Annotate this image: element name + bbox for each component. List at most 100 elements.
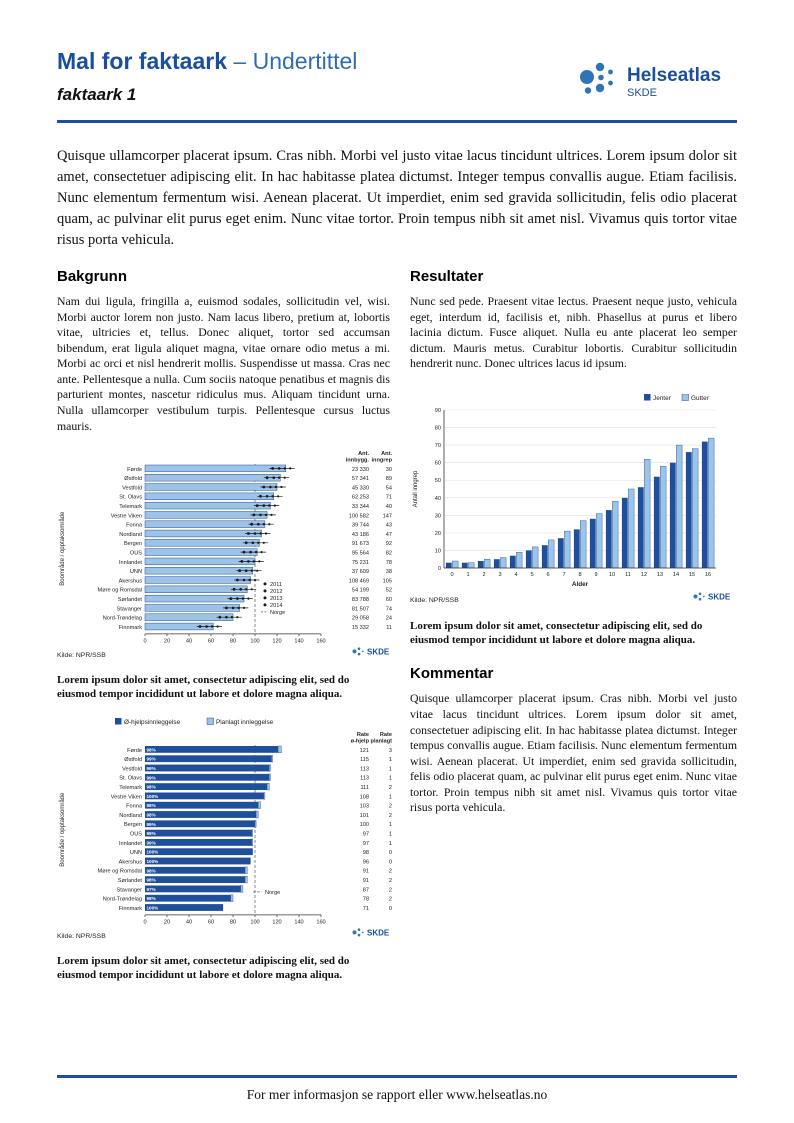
svg-text:Boområde / opptaksområde: Boområde / opptaksområde (59, 511, 66, 586)
svg-text:52: 52 (386, 588, 392, 594)
svg-text:140: 140 (294, 919, 303, 925)
svg-text:Vestre Viken: Vestre Viken (111, 794, 142, 800)
svg-text:Telemark: Telemark (119, 504, 142, 510)
svg-text:40: 40 (186, 638, 192, 644)
svg-text:Akershus: Akershus (119, 859, 143, 865)
helseatlas-dots-icon (580, 62, 613, 94)
svg-text:100: 100 (250, 638, 259, 644)
section-heading-resultater: Resultater (410, 268, 484, 285)
svg-text:13: 13 (657, 572, 663, 578)
chart-row: Sørlandet 98% 91 2 (118, 875, 392, 884)
svg-text:Møre og Romsdal: Møre og Romsdal (98, 588, 142, 594)
svg-text:10: 10 (435, 548, 441, 554)
chart-row: St. Olavs 99% 113 1 (119, 773, 392, 781)
logo-text: Helseatlas SKDE (627, 66, 721, 99)
svg-text:Akershus: Akershus (119, 578, 143, 584)
svg-text:71: 71 (386, 495, 392, 501)
svg-text:Ant.: Ant. (381, 451, 392, 457)
svg-text:100%: 100% (147, 859, 159, 864)
svg-text:43 186: 43 186 (352, 532, 369, 538)
svg-text:Rate: Rate (357, 732, 369, 738)
svg-text:Gutter: Gutter (691, 395, 710, 402)
bakgrunn-body: Nam dui ligula, fringilla a, euismod sod… (57, 294, 390, 433)
svg-text:Stavanger: Stavanger (117, 606, 143, 612)
svg-text:60: 60 (208, 919, 214, 925)
svg-text:98%: 98% (147, 803, 156, 808)
resultater-body: Nunc sed pede. Praesent vitae lectus. Pr… (410, 294, 737, 371)
svg-text:100%: 100% (147, 849, 159, 854)
svg-text:Nord-Trøndelag: Nord-Trøndelag (103, 616, 142, 622)
svg-text:120: 120 (272, 919, 281, 925)
svg-text:29 058: 29 058 (352, 616, 369, 622)
svg-text:54: 54 (386, 485, 392, 491)
svg-text:Møre og Romsdal: Møre og Romsdal (98, 868, 142, 874)
bar-group: 5 (525, 546, 539, 578)
svg-text:St. Olavs: St. Olavs (119, 495, 142, 501)
svg-text:4: 4 (514, 572, 517, 578)
svg-text:113: 113 (360, 766, 369, 772)
svg-text:2: 2 (389, 785, 392, 791)
chart-row: St. Olavs 62 253 71 (119, 492, 392, 501)
svg-text:78: 78 (386, 560, 392, 566)
svg-text:0: 0 (389, 850, 392, 856)
chart-row: Stavanger 81 507 74 (117, 604, 392, 612)
document-label: faktaark 1 (57, 85, 137, 104)
svg-text:UNN: UNN (130, 850, 142, 856)
svg-text:115: 115 (360, 757, 369, 763)
logo-subname: SKDE (627, 86, 657, 99)
svg-text:0: 0 (143, 919, 146, 925)
svg-text:ø-hjelp: ø-hjelp (351, 738, 370, 744)
svg-text:91 673: 91 673 (352, 541, 369, 547)
chart-row: Akershus 100% 96 0 (119, 857, 392, 865)
svg-text:Fonna: Fonna (126, 803, 143, 809)
svg-text:Sørlandet: Sørlandet (118, 878, 143, 884)
svg-text:81 507: 81 507 (352, 606, 369, 612)
svg-text:planlagt: planlagt (371, 738, 393, 744)
svg-text:99%: 99% (147, 831, 156, 836)
svg-text:Boområde / opptaksområde: Boområde / opptaksområde (59, 792, 66, 867)
chart-row: Finnmark 15 332 11 (119, 622, 392, 631)
svg-text:71: 71 (363, 906, 369, 912)
svg-text:7: 7 (562, 572, 565, 578)
svg-text:99%: 99% (147, 766, 156, 771)
svg-text:100: 100 (250, 919, 259, 925)
svg-text:62 253: 62 253 (352, 495, 369, 501)
bar-group: 7 (557, 530, 571, 578)
svg-text:40: 40 (186, 919, 192, 925)
svg-text:83 788: 83 788 (352, 597, 369, 603)
chart-row: UNN 100% 98 0 (130, 847, 392, 856)
svg-text:30: 30 (435, 513, 441, 519)
svg-text:Planlagt innleggelse: Planlagt innleggelse (216, 718, 274, 725)
svg-text:6: 6 (546, 572, 549, 578)
chart-row: Telemark 98% 111 2 (119, 782, 392, 791)
chart-row: Nordland 43 186 47 (119, 529, 392, 538)
svg-text:98%: 98% (147, 747, 156, 752)
svg-text:Alder: Alder (572, 581, 589, 588)
svg-text:160: 160 (316, 919, 325, 925)
svg-text:98%: 98% (147, 784, 156, 789)
footer-divider (57, 1075, 737, 1078)
bar-group: 12 (637, 458, 651, 578)
bar-group: 15 (685, 448, 699, 578)
svg-text:120: 120 (272, 638, 281, 644)
svg-text:0: 0 (389, 859, 392, 865)
title-main: Mal for faktaark (57, 48, 228, 74)
svg-text:40: 40 (435, 496, 441, 502)
bar-group: 13 (653, 465, 667, 578)
svg-text:37 609: 37 609 (352, 569, 369, 575)
svg-text:St. Olavs: St. Olavs (119, 775, 142, 781)
svg-text:2013: 2013 (270, 596, 282, 602)
svg-text:60: 60 (208, 638, 214, 644)
svg-text:Vestfold: Vestfold (122, 485, 142, 491)
svg-text:Telemark: Telemark (119, 785, 142, 791)
svg-text:Førde: Førde (127, 467, 142, 473)
chart-row: Nordland 98% 101 2 (119, 810, 392, 819)
chart-rates-by-area: Boområde / opptaksområde Ant. innbygg. Ant.… (57, 448, 393, 665)
svg-text:2: 2 (389, 803, 392, 809)
svg-text:SKDE: SKDE (367, 928, 390, 937)
svg-text:47: 47 (386, 532, 392, 538)
svg-text:Stavanger: Stavanger (117, 887, 143, 893)
admission-chart-svg: Ø-hjelpsinnleggelse Planlagt innleggelse B… (57, 717, 393, 940)
svg-text:99%: 99% (147, 756, 156, 761)
